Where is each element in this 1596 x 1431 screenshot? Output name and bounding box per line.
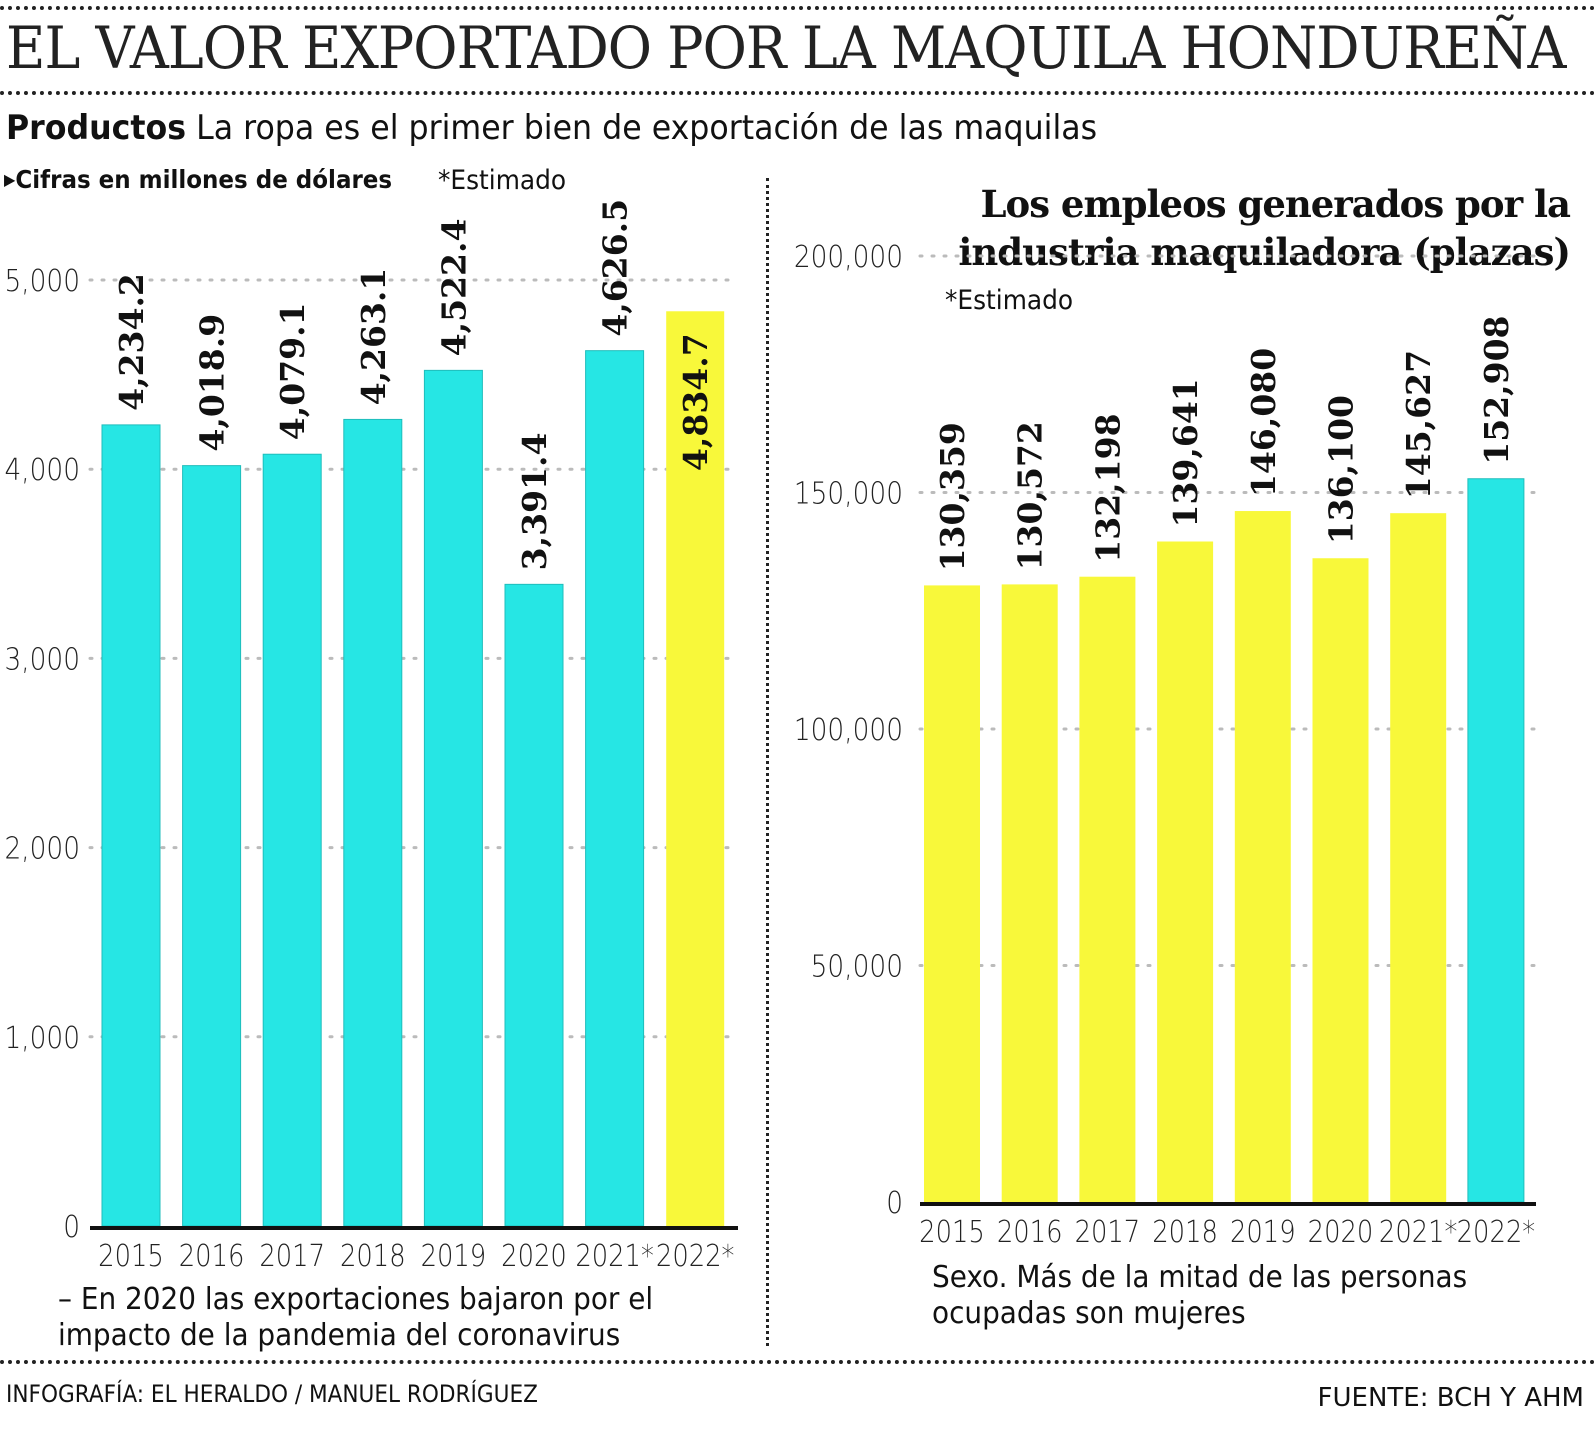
jobs-value-label: 139,641 [1166,378,1205,527]
left-chart-note: – En 2020 las exportaciones bajaron por … [58,1282,653,1354]
exports-value-label: 4,834.7 [676,333,715,471]
exports-bar [182,465,242,1227]
exports-xtick-label: 2019 [421,1238,487,1273]
source-line: FUENTE: BCH Y AHM [1317,1383,1584,1413]
jobs-xtick-label: 2022* [1457,1214,1536,1249]
jobs-value-label: 136,100 [1322,395,1361,544]
right-chart-note: Sexo. Más de la mitad de las personas oc… [932,1260,1467,1332]
jobs-xtick-label: 2020 [1308,1214,1374,1249]
jobs-value-label: 146,080 [1244,348,1283,497]
jobs-bar [1467,478,1525,1203]
jobs-value-label: 132,198 [1088,413,1127,562]
jobs-bar [1079,576,1136,1202]
exports-ytick-label: 4,000 [4,453,80,488]
exports-xtick-label: 2022* [656,1238,735,1273]
jobs-xtick-label: 2021* [1379,1214,1458,1249]
exports-bar [423,369,483,1227]
exports-xtick-label: 2020 [501,1238,567,1273]
exports-ytick-label: 3,000 [4,642,80,677]
right-note-line-1: Sexo. Más de la mitad de las personas [932,1260,1468,1295]
left-note-line-1: – En 2020 las exportaciones bajaron por … [58,1282,654,1317]
subtitle: Productos La ropa es el primer bien de e… [6,108,1097,148]
jobs-value-label: 145,627 [1399,350,1438,499]
exports-bar [101,424,161,1227]
jobs-ytick-label: 200,000 [794,239,903,274]
exports-bar [262,453,322,1227]
exports-xtick-label: 2016 [179,1238,245,1273]
jobs-bar [1312,558,1369,1202]
jobs-value-label: 130,572 [1011,421,1050,570]
units-note-text: Cifras en millones de dólares [15,165,393,194]
exports-bar [585,350,645,1227]
right-chart-title-line-2: industria maquiladora (plazas) [958,230,1571,274]
jobs-xtick-label: 2019 [1230,1214,1296,1249]
top-divider [0,6,1596,10]
exports-value-label: 4,018.9 [193,314,232,452]
jobs-ytick-label: 0 [886,1185,903,1220]
exports-value-label: 4,234.2 [112,273,151,411]
jobs-ytick-label: 50,000 [811,949,903,984]
exports-value-label: 4,079.1 [273,302,312,440]
right-chart-title-line-1: Los empleos generados por la [980,182,1572,226]
jobs-xtick-label: 2018 [1152,1214,1218,1249]
right-chart-title: Los empleos generados por la industria m… [940,180,1572,276]
exports-xtick-label: 2017 [259,1238,325,1273]
exports-xtick-label: 2018 [340,1238,406,1273]
jobs-bar [924,585,980,1202]
footer-divider [0,1360,1596,1364]
title-divider [0,91,1596,95]
exports-value-label: 4,522.4 [434,219,473,357]
jobs-ytick-label: 100,000 [794,712,903,747]
jobs-bar [1157,541,1214,1202]
left-note-line-2: impacto de la pandemia del coronavirus [58,1318,621,1353]
exports-ytick-label: 0 [63,1209,80,1244]
jobs-bar [1234,511,1291,1202]
jobs-ytick-label: 150,000 [794,476,903,511]
jobs-xtick-label: 2016 [997,1214,1063,1249]
page-title: EL VALOR EXPORTADO POR LA MAQUILA HONDUR… [6,14,1566,82]
jobs-xtick-label: 2015 [919,1214,985,1249]
column-divider [766,178,769,1346]
exports-ytick-label: 1,000 [4,1020,80,1055]
exports-value-label: 3,391.4 [515,433,554,571]
triangle-right-icon: ▶ [4,170,16,189]
jobs-xtick-label: 2017 [1075,1214,1141,1249]
exports-value-label: 4,626.5 [596,199,635,337]
right-note-line-2: ocupadas son mujeres [932,1296,1246,1331]
left-estimado-note: *Estimado [438,165,567,196]
subtitle-bold: Productos [6,108,187,148]
exports-value-label: 4,263.1 [354,268,393,406]
exports-bar [343,418,403,1227]
exports-ytick-label: 2,000 [4,831,80,866]
units-note: ▶Cifras en millones de dólares [4,165,392,194]
right-estimado-note: *Estimado [945,285,1074,316]
jobs-bar [1001,584,1058,1202]
jobs-bar [1390,513,1447,1202]
exports-xtick-label: 2015 [98,1238,164,1273]
credit-line: INFOGRAFÍA: EL HERALDO / MANUEL RODRÍGUE… [6,1380,538,1408]
exports-xtick-label: 2021* [575,1238,654,1273]
exports-bar [666,311,725,1226]
subtitle-text: La ropa es el primer bien de exportación… [186,108,1098,148]
exports-ytick-label: 5,000 [4,263,80,298]
jobs-value-label: 130,359 [933,422,972,571]
jobs-value-label: 152,908 [1477,315,1516,464]
